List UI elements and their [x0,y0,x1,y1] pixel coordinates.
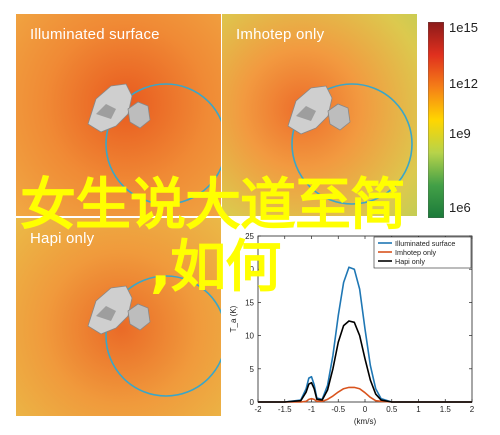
panel-imhotep-only: Imhotep only [222,14,417,216]
x-tick-label: 0.5 [386,405,398,414]
overlay-headline: 女生说大道至简 [20,173,406,238]
colorbar-tick-label: 1e9 [449,126,471,141]
field-of-view-circle [105,83,221,205]
x-tick-label: -1 [308,405,316,414]
x-tick-label: 0 [363,405,368,414]
y-tick-label: 5 [250,365,255,374]
line-chart: -2 -1.5 -1 -0.5 0 0.5 1 1.5 20510152025(km/s)T_a… [229,232,475,426]
x-tick-label: -0.5 [331,405,345,414]
field-of-view-circle [105,275,221,397]
colorbar-tick-label: 1e12 [449,76,478,91]
imhotep-only-map [222,14,417,216]
series-line-hapi-only [258,320,472,403]
illuminated-surface-map [16,14,221,216]
hapi-only-map [16,218,221,416]
x-axis-label: (km/s) [354,417,377,426]
nucleus-shape [87,83,151,133]
panel-title: Illuminated surface [30,26,160,43]
legend-entry: Illuminated surface [395,239,455,248]
x-tick-label: -1.5 [278,405,292,414]
panel-title: Hapi only [30,230,95,247]
field-of-view-circle [291,83,413,205]
colorbar-tick-label: 1e6 [449,200,471,215]
series-line-illuminated-surface [258,266,472,403]
y-tick-label: 0 [250,398,255,407]
x-tick-label: -2 [254,405,262,414]
series-line-imhotep-only [258,386,472,403]
colorbar-tick-label: 1e15 [449,20,478,35]
y-tick-label: 15 [245,298,254,307]
y-axis-label: T_a (K) [229,305,238,332]
colorbar [428,22,444,218]
legend-entry: Imhotep only [395,248,437,257]
x-tick-label: 1 [416,405,421,414]
nucleus-shape [87,285,151,335]
y-tick-label: 10 [245,332,254,341]
panel-title: Imhotep only [236,26,325,43]
legend-entry: Hapi only [395,257,425,266]
overlay-subline: ,如何 [150,235,281,300]
y-tick-label: 20 [245,265,254,274]
x-tick-label: 1.5 [440,405,452,414]
y-tick-label: 25 [245,232,254,241]
nucleus-shape [287,85,351,135]
x-tick-label: 2 [470,405,475,414]
panel-hapi-only: Hapi only [16,218,221,416]
panel-illuminated-surface: Illuminated surface [16,14,221,216]
